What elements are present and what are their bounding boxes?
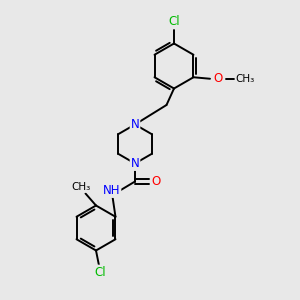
Text: NH: NH	[103, 184, 120, 197]
Text: O: O	[214, 72, 223, 85]
Text: Cl: Cl	[95, 266, 106, 279]
Text: CH₃: CH₃	[236, 74, 255, 84]
Text: Cl: Cl	[168, 15, 180, 28]
Text: O: O	[152, 175, 160, 188]
Text: CH₃: CH₃	[71, 182, 91, 192]
Text: N: N	[130, 157, 140, 170]
Text: N: N	[130, 118, 140, 131]
